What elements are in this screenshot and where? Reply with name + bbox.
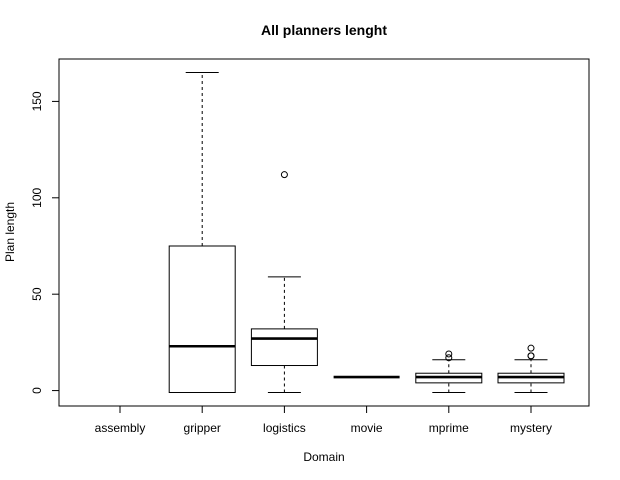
y-axis-label: Plan length [3, 202, 17, 262]
outlier-point [527, 344, 535, 352]
x-tick-label: gripper [184, 421, 221, 435]
chart-title: All planners lenght [261, 22, 387, 38]
x-tick-label: logistics [263, 421, 306, 435]
iqr-box [168, 245, 236, 394]
x-tick-label: movie [351, 421, 383, 435]
y-tick-label: 0 [30, 387, 44, 394]
box-series [168, 71, 565, 394]
box-gripper [168, 71, 236, 394]
y-axis: 0 50 100 150 [30, 91, 60, 394]
plot-frame [58, 58, 590, 407]
outlier-point [280, 171, 288, 179]
y-tick-label: 50 [30, 287, 44, 301]
x-tick-label: mystery [510, 421, 552, 435]
box-mystery [497, 344, 565, 394]
outlier-point [445, 350, 453, 358]
box-mprime [415, 350, 483, 394]
y-tick-label: 100 [30, 187, 44, 207]
x-axis: assembly gripper logistics movie mprime myste… [95, 405, 552, 435]
box-logistics [250, 171, 318, 394]
x-tick-label: assembly [95, 421, 146, 435]
x-tick-label: mprime [429, 421, 469, 435]
iqr-box [250, 328, 318, 367]
outlier-point [445, 354, 453, 362]
outlier-point [527, 352, 535, 360]
x-axis-label: Domain [303, 450, 344, 464]
y-tick-label: 150 [30, 91, 44, 111]
